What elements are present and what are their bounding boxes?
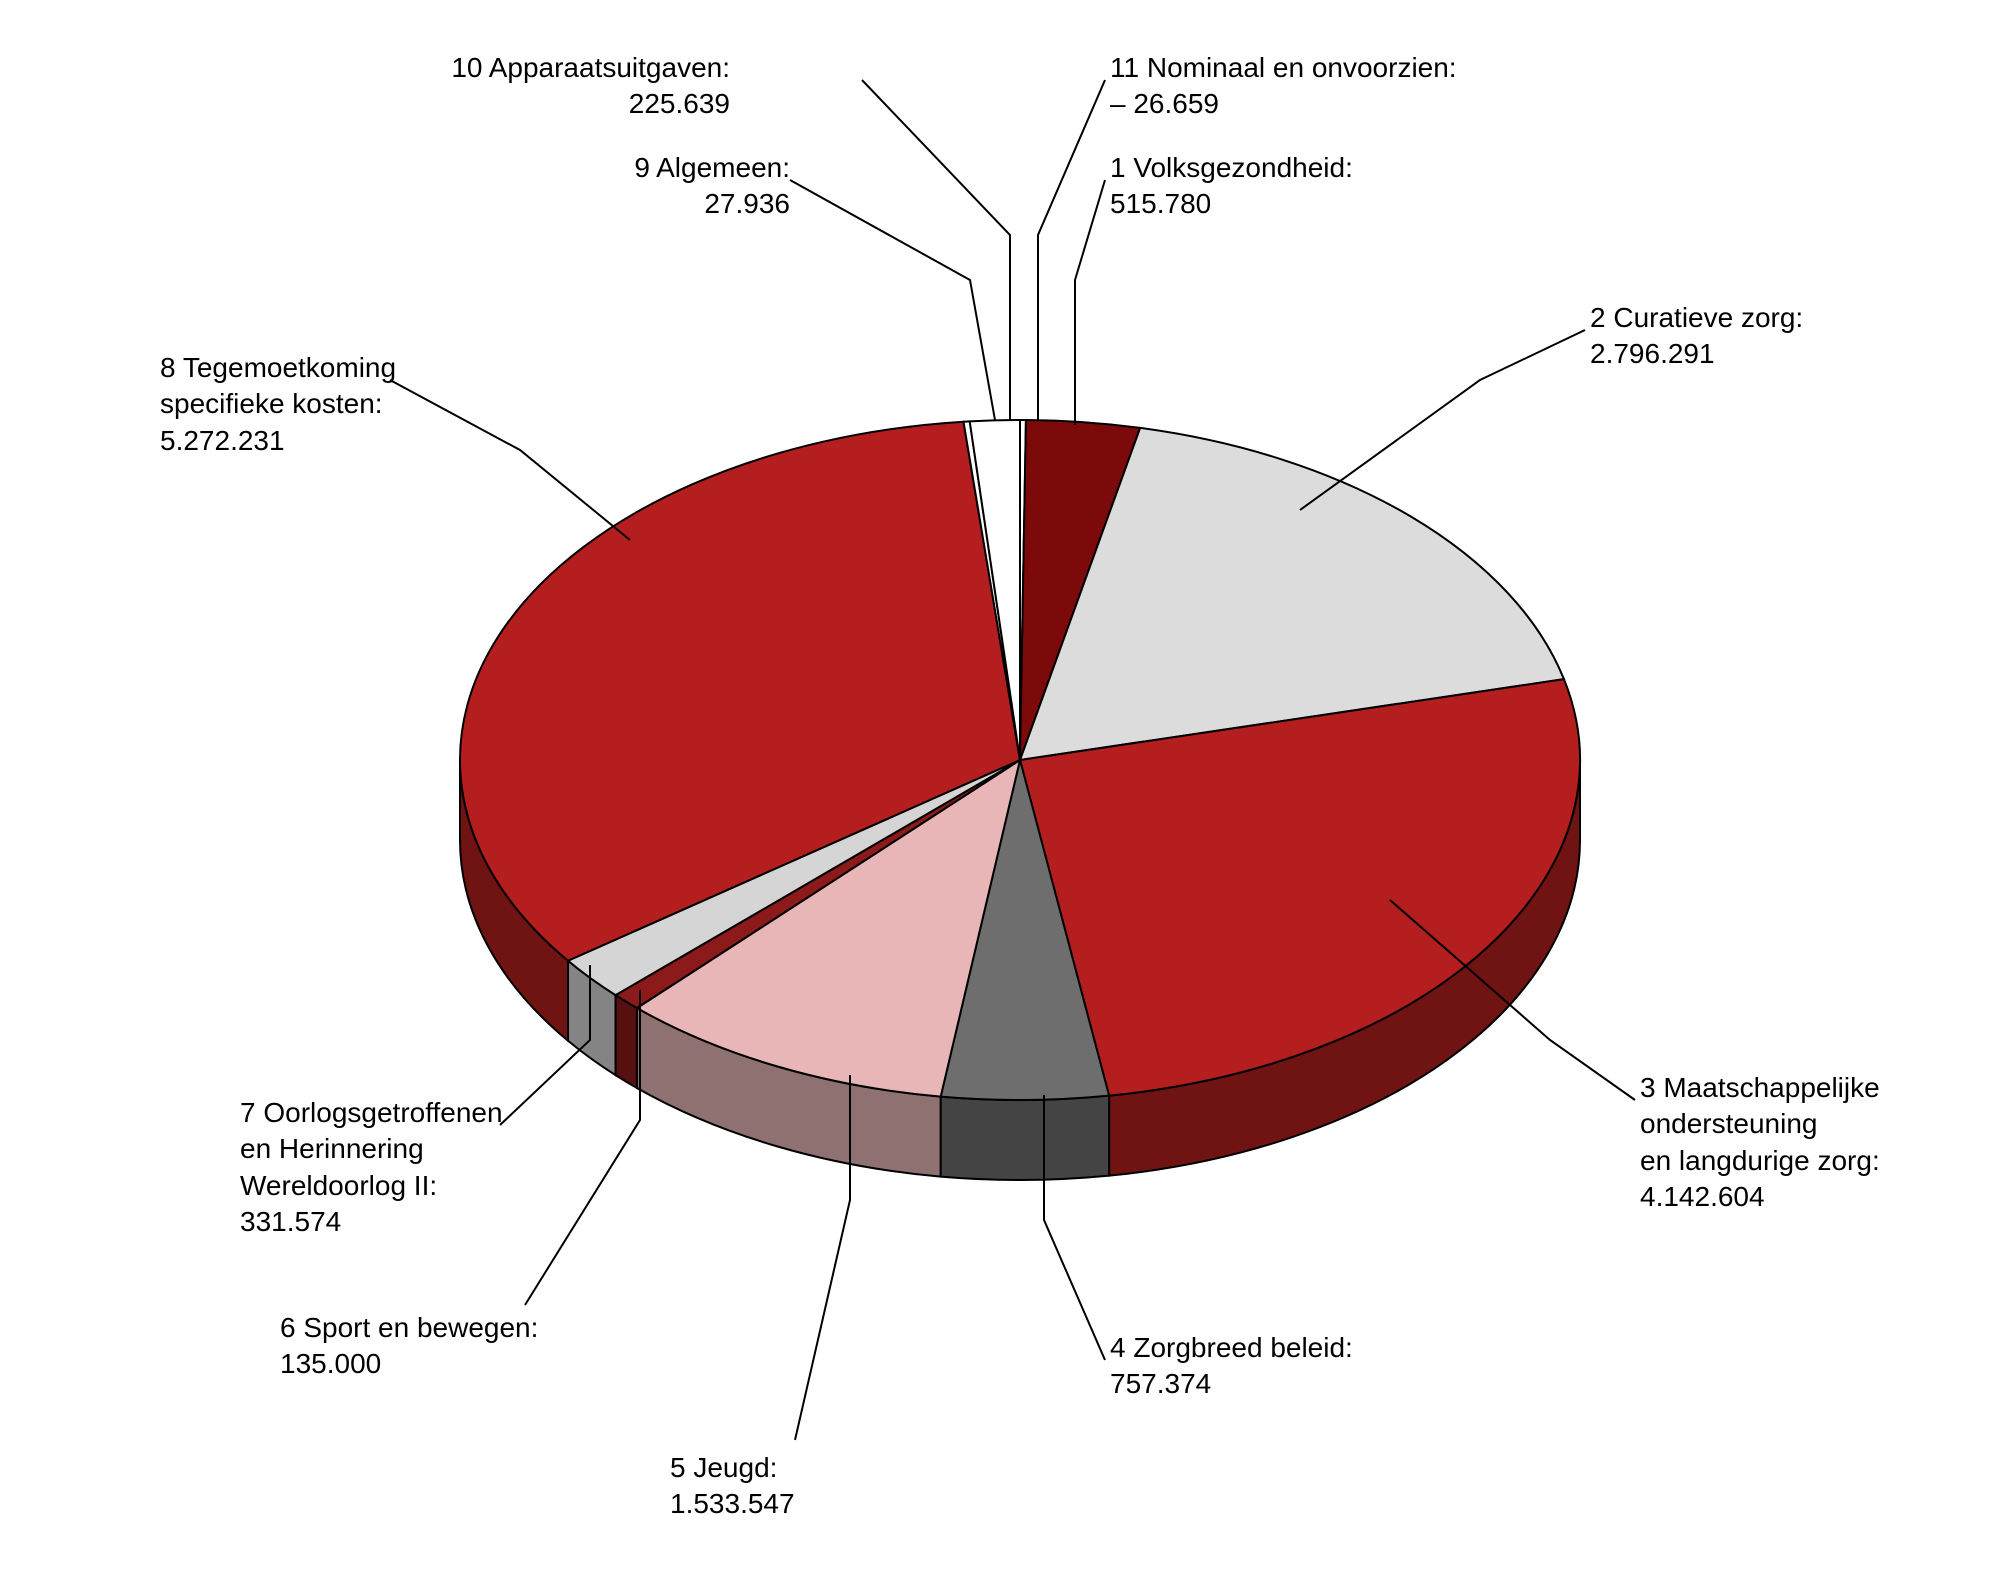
leader-line-9 xyxy=(790,180,995,420)
slice-label-line: 8 Tegemoetkoming xyxy=(160,350,396,386)
slice-label-line: 11 Nominaal en onvoorzien: xyxy=(1110,50,1457,86)
slice-label-6: 6 Sport en bewegen:135.000 xyxy=(280,1310,538,1383)
slice-label-line: Wereldoorlog II: xyxy=(240,1168,503,1204)
slice-label-line: ondersteuning xyxy=(1640,1106,1880,1142)
slice-label-3: 3 Maatschappelijkeondersteuningen langdu… xyxy=(1640,1070,1880,1216)
slice-label-line: 10 Apparaatsuitgaven: xyxy=(451,50,730,86)
slice-label-line: 4.142.604 xyxy=(1640,1179,1880,1215)
slice-label-4: 4 Zorgbreed beleid:757.374 xyxy=(1110,1330,1353,1403)
slice-label-line: 2.796.291 xyxy=(1590,336,1803,372)
slice-label-2: 2 Curatieve zorg:2.796.291 xyxy=(1590,300,1803,373)
pie-slice-side-4 xyxy=(941,1096,1109,1180)
slice-label-line: 1.533.547 xyxy=(670,1486,795,1522)
slice-label-line: 135.000 xyxy=(280,1346,538,1382)
slice-label-line: specifieke kosten: xyxy=(160,386,396,422)
slice-label-line: 9 Algemeen: xyxy=(634,150,790,186)
slice-label-line: 5.272.231 xyxy=(160,423,396,459)
slice-label-line: 6 Sport en bewegen: xyxy=(280,1310,538,1346)
slice-label-11: 11 Nominaal en onvoorzien:– 26.659 xyxy=(1110,50,1457,123)
leader-line-1 xyxy=(1075,180,1105,425)
slice-label-8: 8 Tegemoetkomingspecifieke kosten:5.272.… xyxy=(160,350,396,459)
slice-label-9: 9 Algemeen:27.936 xyxy=(634,150,790,223)
slice-label-line: 4 Zorgbreed beleid: xyxy=(1110,1330,1353,1366)
slice-label-5: 5 Jeugd:1.533.547 xyxy=(670,1450,795,1523)
slice-label-line: en langdurige zorg: xyxy=(1640,1143,1880,1179)
leader-line-8 xyxy=(390,380,630,540)
slice-label-line: 27.936 xyxy=(634,186,790,222)
slice-label-line: 757.374 xyxy=(1110,1366,1353,1402)
slice-label-1: 1 Volksgezondheid:515.780 xyxy=(1110,150,1353,223)
slice-label-10: 10 Apparaatsuitgaven:225.639 xyxy=(451,50,730,123)
slice-label-line: 1 Volksgezondheid: xyxy=(1110,150,1353,186)
slice-label-line: 225.639 xyxy=(451,86,730,122)
slice-label-line: 2 Curatieve zorg: xyxy=(1590,300,1803,336)
slice-label-line: 331.574 xyxy=(240,1204,503,1240)
slice-label-line: – 26.659 xyxy=(1110,86,1457,122)
leader-line-11 xyxy=(1038,80,1105,420)
slice-label-line: 3 Maatschappelijke xyxy=(1640,1070,1880,1106)
slice-label-7: 7 Oorlogsgetroffenenen HerinneringWereld… xyxy=(240,1095,503,1241)
leader-line-10 xyxy=(862,80,1010,420)
slice-label-line: en Herinnering xyxy=(240,1131,503,1167)
pie-chart: 11 Nominaal en onvoorzien:– 26.659 1 Volk… xyxy=(20,20,2008,1560)
slice-label-line: 7 Oorlogsgetroffenen xyxy=(240,1095,503,1131)
slice-label-line: 5 Jeugd: xyxy=(670,1450,795,1486)
slice-label-line: 515.780 xyxy=(1110,186,1353,222)
pie-slice-side-6 xyxy=(616,995,637,1088)
